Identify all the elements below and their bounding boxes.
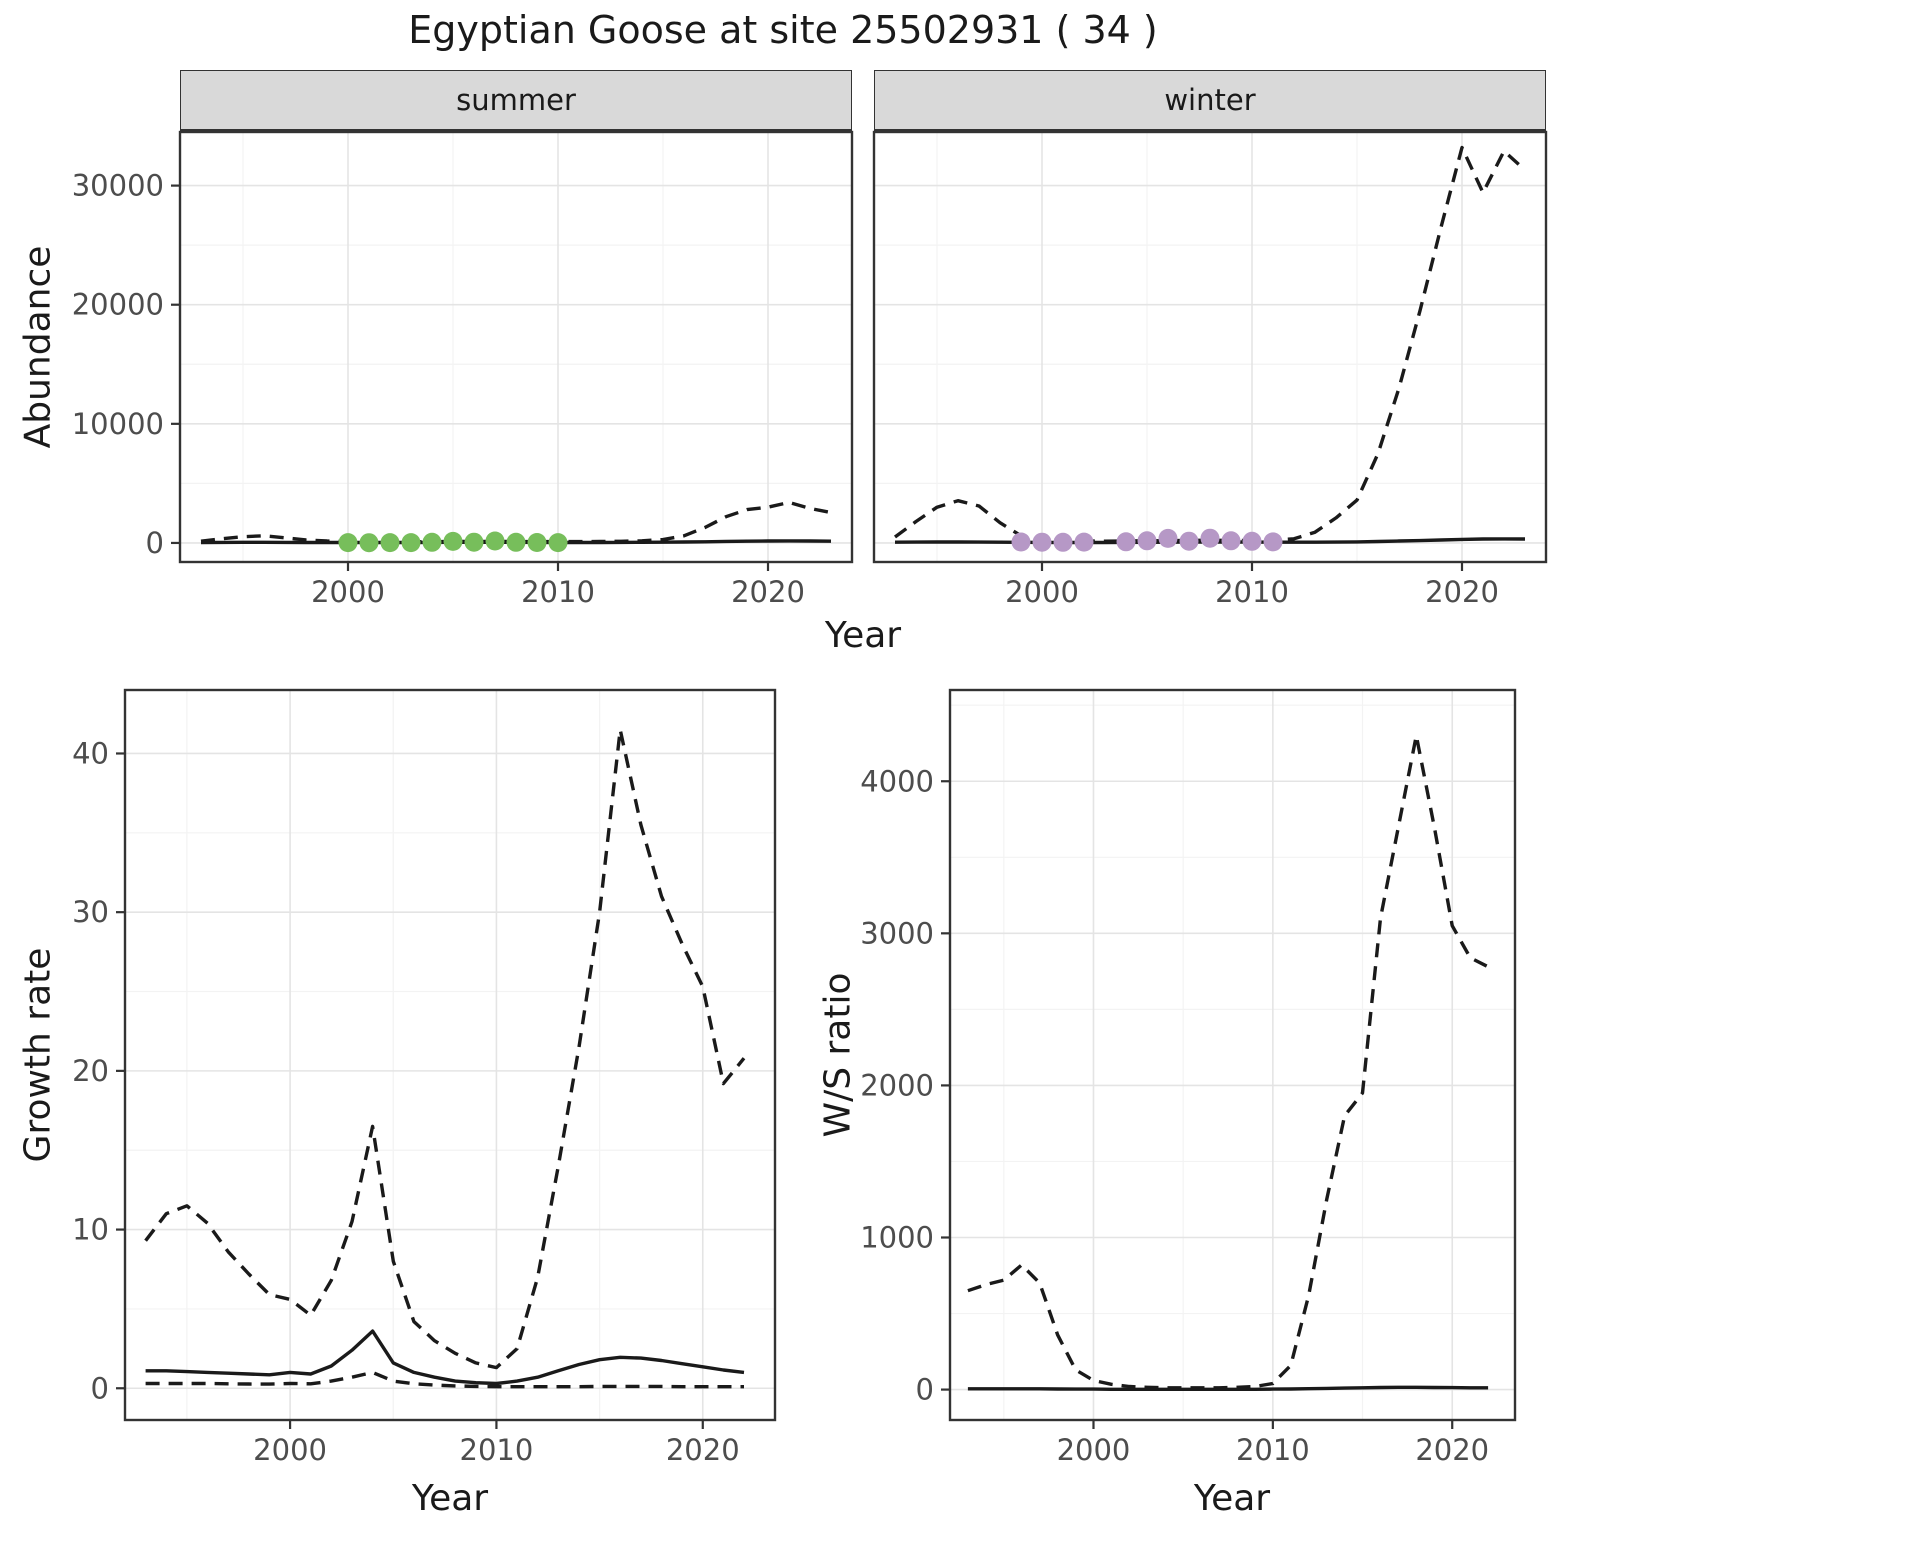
ws-ratio-panel: 2000 2010 2020 0 1000 2000 3000 4000 bbox=[860, 688, 1517, 1467]
summer-abundance-panel: 2000 2010 2020 0 10000 20000 30000 bbox=[72, 130, 854, 609]
facet-strip-summer-label: summer bbox=[456, 83, 576, 117]
panel-border bbox=[872, 130, 1548, 564]
data-point bbox=[422, 532, 442, 552]
x-tick-label: 2000 bbox=[253, 1433, 327, 1467]
data-point bbox=[1263, 532, 1283, 552]
y-tick-label: 0 bbox=[146, 526, 164, 560]
panel-background bbox=[874, 132, 1546, 562]
y-tick-label: 2000 bbox=[860, 1068, 934, 1102]
data-point bbox=[338, 533, 358, 553]
y-tick-label: 10 bbox=[72, 1213, 109, 1247]
top-x-axis-label: Year bbox=[824, 615, 902, 656]
data-point bbox=[1032, 532, 1052, 552]
growth-rate-y-axis-label: Growth rate bbox=[17, 947, 59, 1163]
grid-minor bbox=[125, 690, 775, 1420]
x-tick-label: 2020 bbox=[1425, 575, 1499, 609]
axis-ticks: 2000 2010 2020 0 1000 2000 3000 4000 bbox=[860, 764, 1489, 1467]
data-point bbox=[1221, 531, 1241, 551]
panel-background bbox=[180, 132, 852, 562]
data-point bbox=[1053, 532, 1073, 552]
panel-border bbox=[123, 688, 777, 1422]
facet-strip-winter: winter bbox=[874, 70, 1546, 132]
facet-strip-summer: summer bbox=[180, 70, 852, 132]
data-point bbox=[1011, 532, 1031, 552]
facet-strip-winter-label: winter bbox=[1164, 83, 1256, 117]
data-point bbox=[1074, 532, 1094, 552]
ws-x-axis-label: Year bbox=[1193, 1478, 1271, 1519]
panel-background bbox=[950, 690, 1515, 1420]
data-point bbox=[1137, 531, 1157, 551]
x-tick-label: 2000 bbox=[311, 575, 385, 609]
y-tick-label: 4000 bbox=[860, 764, 934, 798]
y-tick-label: 40 bbox=[72, 736, 109, 770]
data-point bbox=[359, 533, 379, 553]
x-tick-label: 2000 bbox=[1057, 1433, 1131, 1467]
grid-minor bbox=[180, 132, 852, 562]
x-tick-label: 2010 bbox=[460, 1433, 534, 1467]
upper-confidence-bound-line bbox=[967, 733, 1489, 1390]
x-tick-label: 2010 bbox=[1236, 1433, 1310, 1467]
y-tick-label: 30000 bbox=[72, 169, 164, 203]
estimate-line bbox=[967, 1385, 1489, 1391]
axis-ticks: 2000 2010 2020 0 10000 20000 30000 bbox=[72, 169, 805, 609]
upper-confidence-bound-line bbox=[893, 145, 1527, 543]
axis-ticks: 2000 2010 2020 0 10 20 30 40 bbox=[72, 736, 740, 1467]
data-point bbox=[380, 533, 400, 553]
data-point bbox=[1179, 531, 1199, 551]
growth-x-axis-label: Year bbox=[411, 1478, 489, 1519]
observed-counts-summer bbox=[338, 531, 568, 553]
upper-confidence-bound-line bbox=[200, 500, 832, 544]
data-point bbox=[1158, 528, 1178, 548]
panel-background bbox=[125, 690, 775, 1420]
data-point bbox=[527, 533, 547, 552]
upper-confidence-bound-line bbox=[144, 728, 746, 1370]
observed-counts-winter bbox=[1011, 528, 1283, 552]
y-tick-label: 20000 bbox=[72, 288, 164, 322]
ws-ratio-y-axis-label: W/S ratio bbox=[817, 972, 859, 1138]
data-point bbox=[401, 533, 421, 553]
abundance-y-axis-label: Abundance bbox=[17, 245, 59, 449]
data-point bbox=[1242, 531, 1262, 551]
data-point bbox=[548, 533, 568, 553]
y-tick-label: 3000 bbox=[860, 916, 934, 950]
x-tick-label: 2000 bbox=[1005, 575, 1079, 609]
data-point bbox=[1200, 528, 1220, 548]
data-point bbox=[464, 532, 484, 552]
y-tick-label: 0 bbox=[916, 1373, 934, 1407]
grid-minor bbox=[874, 132, 1546, 562]
estimate-line bbox=[145, 1329, 745, 1386]
y-tick-label: 1000 bbox=[860, 1221, 934, 1255]
y-tick-label: 0 bbox=[91, 1371, 109, 1405]
data-point bbox=[443, 531, 463, 551]
data-point bbox=[485, 531, 505, 551]
grid-minor bbox=[950, 690, 1515, 1420]
panel-border bbox=[178, 130, 854, 564]
figure-title: Egyptian Goose at site 25502931 ( 34 ) bbox=[408, 8, 1158, 52]
growth-rate-panel: 2000 2010 2020 0 10 20 30 40 bbox=[72, 688, 777, 1467]
x-tick-label: 2020 bbox=[666, 1433, 740, 1467]
axis-ticks: 2000 2010 2020 bbox=[1005, 562, 1499, 609]
y-tick-label: 10000 bbox=[72, 407, 164, 441]
x-tick-label: 2010 bbox=[1215, 575, 1289, 609]
y-tick-label: 30 bbox=[72, 895, 109, 929]
x-tick-label: 2020 bbox=[1415, 1433, 1489, 1467]
y-tick-label: 20 bbox=[72, 1054, 109, 1088]
winter-abundance-panel: 2000 2010 2020 bbox=[872, 130, 1548, 609]
data-point bbox=[506, 532, 526, 552]
x-tick-label: 2020 bbox=[731, 575, 805, 609]
x-tick-label: 2010 bbox=[521, 575, 595, 609]
data-point bbox=[1116, 532, 1136, 552]
lower-confidence-bound-line bbox=[145, 1370, 744, 1389]
panel-border bbox=[948, 688, 1517, 1422]
